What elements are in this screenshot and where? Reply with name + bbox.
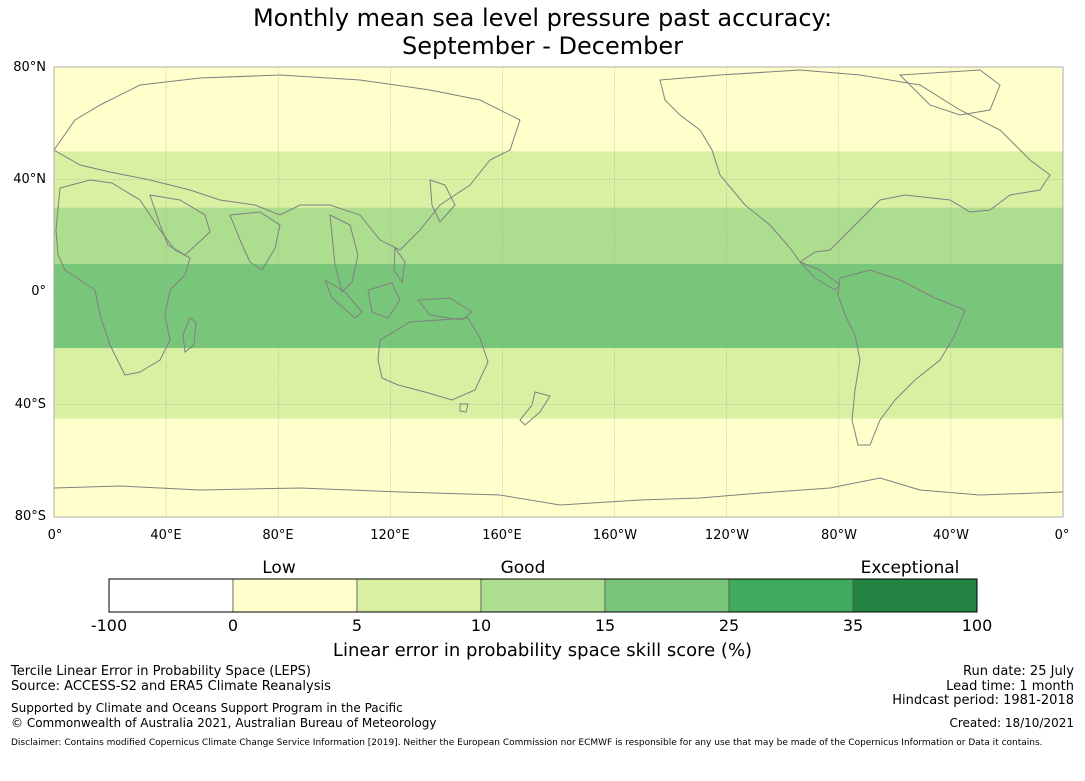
lon-label-0-left: 0°: [47, 528, 63, 543]
map-frame: [53, 66, 1064, 518]
colorbar-segment: [108, 578, 234, 613]
footer-run-date: Run date: 25 July: [963, 664, 1074, 679]
colorbar-segment: [232, 578, 358, 613]
coast-sumatra: [324, 278, 363, 319]
lat-label-80s: 80°S: [14, 509, 46, 524]
colorbar-axis-label: Linear error in probability space skill …: [332, 640, 753, 661]
coast-arabia: [149, 194, 211, 256]
footer-method: Tercile Linear Error in Probability Spac…: [11, 664, 311, 679]
coast-tasmania: [459, 403, 469, 413]
colorbar-category-exceptional: Exceptional: [860, 558, 960, 578]
colorbar-tick: -100: [90, 616, 128, 635]
lon-label-120e: 120°E: [370, 528, 410, 543]
title-line-1: Monthly mean sea level pressure past acc…: [252, 4, 833, 32]
lat-label-40n: 40°N: [13, 172, 46, 187]
skill-band: [54, 418, 1063, 517]
coast-newguinea: [417, 297, 473, 321]
coast-southamerica: [837, 269, 966, 446]
graticule: [54, 67, 1063, 517]
coast-indochina: [329, 214, 359, 293]
lon-label-120w: 120°W: [704, 528, 750, 543]
lat-label-80n: 80°N: [13, 60, 46, 75]
skill-band: [54, 67, 1063, 152]
colorbar: [108, 578, 978, 613]
lon-label-160e: 160°E: [482, 528, 522, 543]
lon-label-160w: 160°W: [592, 528, 638, 543]
skill-band: [54, 348, 1063, 419]
lat-label-40s: 40°S: [14, 397, 46, 412]
lon-label-40w: 40°W: [933, 528, 969, 543]
footer-copyright: © Commonwealth of Australia 2021, Austra…: [11, 716, 437, 730]
colorbar-segment: [728, 578, 854, 613]
lon-label-0-right: 0°: [1054, 528, 1070, 543]
colorbar-category-low: Low: [262, 558, 296, 578]
footer-lead-time: Lead time: 1 month: [946, 679, 1074, 694]
colorbar-tick: 15: [594, 616, 616, 635]
map-title: Monthly mean sea level pressure past acc…: [0, 4, 1085, 60]
coast-northamerica: [659, 69, 1051, 263]
lat-label-0: 0°: [31, 284, 46, 299]
footer-source: Source: ACCESS-S2 and ERA5 Climate Reana…: [11, 679, 331, 694]
colorbar-tick: 35: [842, 616, 864, 635]
coast-philippines: [393, 246, 406, 284]
title-line-2: September - December: [401, 32, 684, 60]
coast-greenland: [898, 69, 1001, 116]
colorbar-frame: [108, 578, 978, 613]
colorbar-segment: [852, 578, 978, 613]
lon-label-80e: 80°E: [262, 528, 294, 543]
footer-support: Supported by Climate and Oceans Support …: [11, 701, 403, 715]
colorbar-tick: 0: [227, 616, 239, 635]
lon-label-40e: 40°E: [150, 528, 182, 543]
skill-band: [54, 207, 1063, 264]
colorbar-tick: 25: [718, 616, 740, 635]
colorbar-category-good: Good: [500, 558, 546, 578]
lon-label-80w: 80°W: [821, 528, 857, 543]
coast-madagascar: [182, 317, 197, 353]
coastlines: [54, 69, 1063, 506]
coast-eurasia: [54, 74, 521, 251]
footer-hindcast-period: Hindcast period: 1981-2018: [892, 693, 1074, 708]
skill-band: [54, 263, 1063, 349]
colorbar-tick: 10: [470, 616, 492, 635]
coast-antarctica: [54, 477, 1063, 506]
coast-australia: [377, 317, 489, 401]
coast-africa: [55, 179, 191, 376]
colorbar-tick: 5: [351, 616, 363, 635]
coast-newzealand: [519, 391, 551, 426]
colorbar-segment: [480, 578, 606, 613]
colorbar-tick: 100: [961, 616, 993, 635]
colorbar-segment: [356, 578, 482, 613]
coast-borneo: [367, 282, 401, 319]
coast-india: [229, 211, 281, 271]
coast-centralamerica: [799, 261, 841, 291]
footer-disclaimer: Disclaimer: Contains modified Copernicus…: [11, 738, 1043, 748]
colorbar-segment: [604, 578, 730, 613]
footer-created: Created: 18/10/2021: [949, 716, 1074, 730]
coast-japan: [429, 179, 456, 223]
